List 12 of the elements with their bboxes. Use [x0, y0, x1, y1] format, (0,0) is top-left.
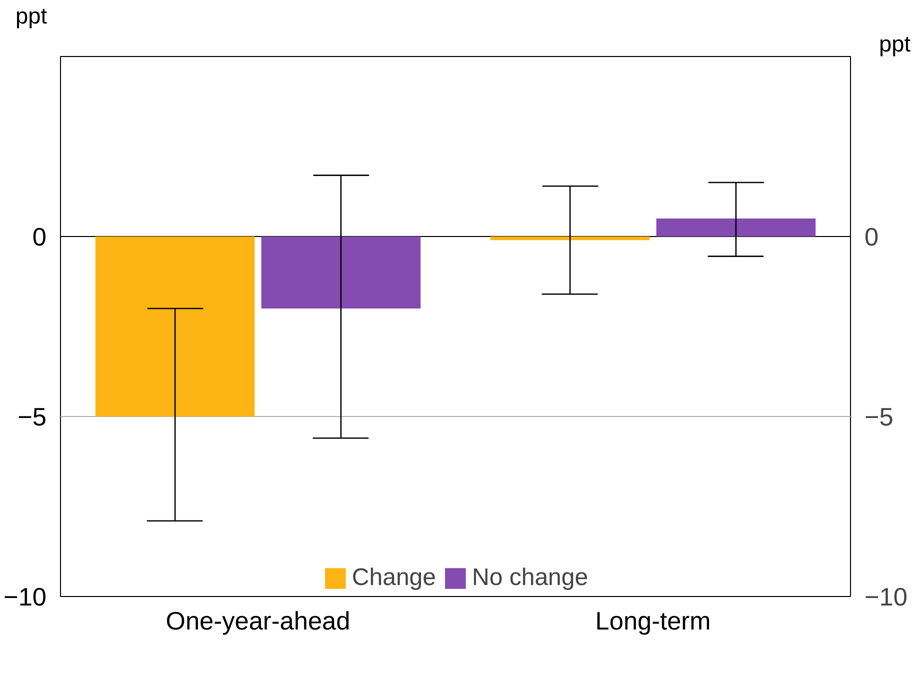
x-tick-label: One-year-ahead: [166, 608, 350, 636]
y-tick-label: −10: [4, 584, 47, 612]
x-tick-label: Long-term: [595, 608, 711, 636]
y2-tick-label: −5: [864, 404, 894, 432]
legend-label: Change: [352, 564, 436, 592]
y-axis-title: ppt: [16, 2, 48, 28]
y2-axis-title: ppt: [879, 30, 912, 56]
y-tick-label: −5: [18, 404, 47, 432]
y2-tick-label: 0: [864, 224, 879, 252]
legend-label: No change: [472, 564, 588, 592]
y-tick-label: 0: [32, 224, 47, 252]
y2-tick-label: −10: [864, 584, 908, 612]
